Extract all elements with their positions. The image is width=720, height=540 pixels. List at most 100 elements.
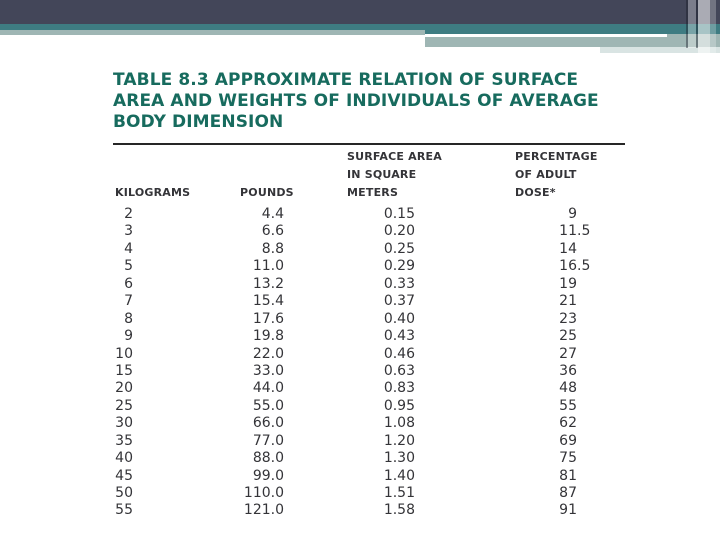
column-header-line: PERCENTAGE	[515, 150, 598, 163]
cell-surface-area: 0.15	[383, 206, 415, 222]
column-header-adult-dose: PERCENTAGE OF ADULT DOSE*	[461, 148, 627, 202]
dose-integer: 81	[559, 467, 577, 484]
cell-kilograms: 50	[115, 485, 133, 501]
cell-pounds: 33.0	[252, 362, 284, 379]
dose-fraction	[577, 328, 627, 345]
cell-surface-area: 0.37	[383, 293, 415, 310]
cell-surface-area: 0.33	[383, 275, 415, 292]
title-rule	[113, 143, 625, 145]
cell-pounds: 15.4	[252, 293, 284, 310]
dose-integer: 14	[559, 240, 577, 257]
dose-integer: 25	[559, 328, 577, 345]
column-header-line: KILOGRAMS	[115, 186, 191, 199]
dose-integer: 27	[559, 345, 577, 362]
cell-pounds: 13.2	[252, 275, 284, 292]
table-row: 50 110.0 1.51 87	[113, 485, 627, 502]
cell-pounds: 19.8	[252, 328, 284, 345]
dose-integer: 48	[559, 380, 577, 397]
dose-integer: 62	[559, 415, 577, 432]
table-row: 2 4.4 0.15 9	[113, 206, 627, 223]
cell-pounds: 121.0	[243, 502, 284, 519]
table-row: 6 13.2 0.33 19	[113, 276, 627, 293]
cell-surface-area: 0.40	[383, 310, 415, 327]
table-row: 55 121.0 1.58 91	[113, 502, 627, 519]
dose-integer: 23	[559, 310, 577, 327]
column-header-line	[240, 148, 331, 166]
dose-fraction	[577, 468, 627, 485]
cell-adult-dose: 23	[461, 311, 627, 328]
title-line-1: TABLE 8.3 APPROXIMATE RELATION OF SURFAC…	[113, 70, 579, 90]
top-bar-sage-right	[425, 37, 720, 47]
cell-surface-area: 1.08	[383, 415, 415, 432]
cell-adult-dose: 62	[461, 415, 627, 432]
cell-kilograms: 40	[115, 450, 133, 467]
cell-adult-dose: 16.5	[461, 258, 627, 275]
table-row: 7 15.4 0.37 21	[113, 293, 627, 310]
dose-integer: 11	[559, 223, 577, 240]
dose-fraction	[577, 346, 627, 363]
cell-kilograms: 30	[115, 415, 133, 432]
top-bar-dark	[0, 0, 720, 24]
dose-fraction	[577, 450, 627, 467]
dose-fraction	[577, 293, 627, 310]
cell-adult-dose: 55	[461, 398, 627, 415]
cell-kilograms: 9	[124, 328, 133, 345]
table-row: 30 66.0 1.08 62	[113, 415, 627, 432]
dose-fraction	[577, 485, 627, 502]
dose-fraction	[577, 363, 627, 380]
cell-surface-area: 0.95	[383, 397, 415, 414]
cell-kilograms: 4	[124, 240, 133, 257]
cell-kilograms: 10	[115, 345, 133, 362]
cell-adult-dose: 91	[461, 502, 627, 519]
cell-kilograms: 2	[124, 206, 133, 222]
dose-fraction	[577, 206, 627, 223]
cell-kilograms: 15	[115, 362, 133, 379]
corner-stripe-dark-2	[696, 0, 698, 48]
cell-adult-dose: 27	[461, 346, 627, 363]
cell-kilograms: 7	[124, 293, 133, 310]
dose-integer: 16	[559, 258, 577, 275]
cell-adult-dose: 81	[461, 468, 627, 485]
dose-integer: 21	[559, 293, 577, 310]
cell-kilograms: 20	[115, 380, 133, 397]
cell-kilograms: 45	[115, 467, 133, 484]
cell-surface-area: 1.40	[383, 467, 415, 484]
cell-adult-dose: 14	[461, 241, 627, 258]
cell-pounds: 22.0	[252, 345, 284, 362]
column-header-surface-area: SURFACE AREA IN SQUARE METERS	[331, 148, 461, 202]
cell-adult-dose: 75	[461, 450, 627, 467]
table-row: 5 11.0 0.29 16.5	[113, 258, 627, 275]
dose-fraction	[577, 241, 627, 258]
title-line-2: AREA AND WEIGHTS OF INDIVIDUALS OF AVERA…	[113, 91, 599, 111]
corner-stripe-light-3	[710, 0, 716, 53]
cell-surface-area: 0.63	[383, 362, 415, 379]
cell-adult-dose: 21	[461, 293, 627, 310]
dose-integer: 55	[559, 397, 577, 414]
column-header-line: DOSE*	[515, 186, 556, 199]
top-bar-pale-right	[600, 47, 720, 53]
dose-fraction	[577, 311, 627, 328]
column-header-line: SURFACE AREA	[347, 150, 442, 163]
cell-pounds: 77.0	[252, 432, 284, 449]
table-row: 35 77.0 1.20 69	[113, 433, 627, 450]
top-bar-teal-left	[0, 24, 425, 30]
cell-surface-area: 0.46	[383, 345, 415, 362]
dose-fraction	[577, 433, 627, 450]
cell-kilograms: 8	[124, 310, 133, 327]
title-line-3: BODY DIMENSION	[113, 112, 284, 132]
cell-kilograms: 35	[115, 432, 133, 449]
cell-adult-dose: 25	[461, 328, 627, 345]
cell-pounds: 4.4	[261, 206, 284, 222]
column-header-line	[115, 166, 201, 184]
cell-surface-area: 1.58	[383, 502, 415, 519]
column-header-line	[240, 166, 331, 184]
dose-fraction	[577, 380, 627, 397]
cell-pounds: 17.6	[252, 310, 284, 327]
cell-surface-area: 0.25	[383, 240, 415, 257]
cell-surface-area: 0.83	[383, 380, 415, 397]
table-row: 8 17.6 0.40 23	[113, 311, 627, 328]
table-row: 15 33.0 0.63 36	[113, 363, 627, 380]
column-header-line: OF ADULT	[515, 168, 577, 181]
table-row: 20 44.0 0.83 48	[113, 380, 627, 397]
